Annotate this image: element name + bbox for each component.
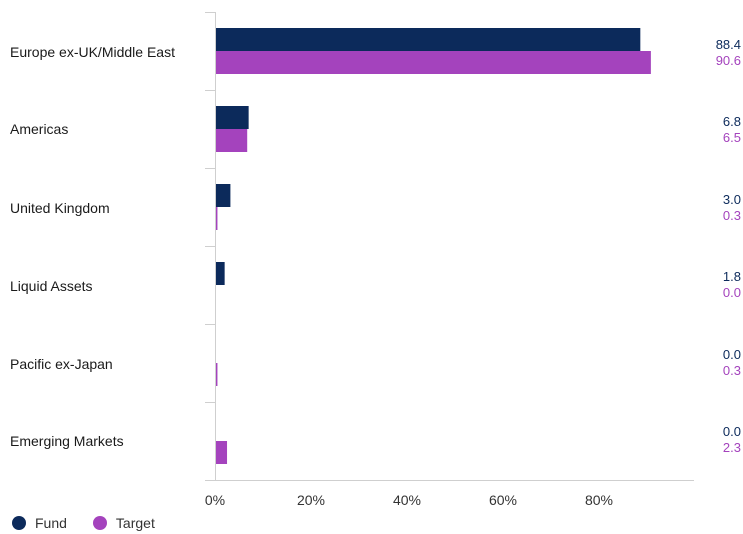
category-labels: Europe ex-UK/Middle East Americas United… xyxy=(10,44,175,449)
fund-bar xyxy=(216,184,231,207)
category-label: United Kingdom xyxy=(10,200,110,216)
target-bar xyxy=(216,51,651,74)
fund-value-label: 88.4 xyxy=(716,37,741,52)
target-bar xyxy=(216,363,218,386)
fund-value-label: 3.0 xyxy=(723,192,741,207)
x-tick-label: 40% xyxy=(393,492,421,508)
target-value-label: 2.3 xyxy=(723,440,741,455)
legend-item-fund[interactable]: Fund xyxy=(12,515,67,531)
fund-bar xyxy=(216,28,641,51)
target-bar xyxy=(216,207,218,230)
fund-value-label: 0.0 xyxy=(723,347,741,362)
x-tick-label: 0% xyxy=(205,492,225,508)
category-label: Emerging Markets xyxy=(10,433,124,449)
x-tick-label: 20% xyxy=(297,492,325,508)
fund-bar xyxy=(216,106,249,129)
target-value-label: 0.3 xyxy=(723,363,741,378)
legend-item-target[interactable]: Target xyxy=(92,515,155,531)
legend-label-target: Target xyxy=(115,515,155,531)
target-bar xyxy=(216,129,248,152)
fund-bar xyxy=(216,262,225,285)
x-tick-labels: 0% 20% 40% 60% 80% xyxy=(205,492,613,508)
category-label: Americas xyxy=(10,121,68,137)
fund-value-label: 0.0 xyxy=(723,424,741,439)
target-value-label: 6.5 xyxy=(723,130,741,145)
target-value-label: 90.6 xyxy=(716,53,741,68)
legend-label-fund: Fund xyxy=(35,515,67,531)
target-swatch-icon xyxy=(92,516,107,530)
x-tick-label: 80% xyxy=(585,492,613,508)
target-bar xyxy=(216,441,228,464)
x-tick-label: 60% xyxy=(489,492,517,508)
legend: Fund Target xyxy=(12,515,181,531)
category-label: Liquid Assets xyxy=(10,278,93,294)
fund-value-label: 1.8 xyxy=(723,269,741,284)
axis xyxy=(215,12,694,481)
category-label: Pacific ex-Japan xyxy=(10,356,113,372)
fund-swatch-icon xyxy=(12,516,26,530)
bars xyxy=(216,28,651,464)
fund-value-label: 6.8 xyxy=(723,114,741,129)
target-value-label: 0.0 xyxy=(723,285,741,300)
value-labels: 88.4 90.6 6.8 6.5 3.0 0.3 1.8 0.0 0.0 0.… xyxy=(716,37,741,455)
category-label: Europe ex-UK/Middle East xyxy=(10,44,175,60)
category-ticks xyxy=(205,12,216,481)
target-value-label: 0.3 xyxy=(723,208,741,223)
